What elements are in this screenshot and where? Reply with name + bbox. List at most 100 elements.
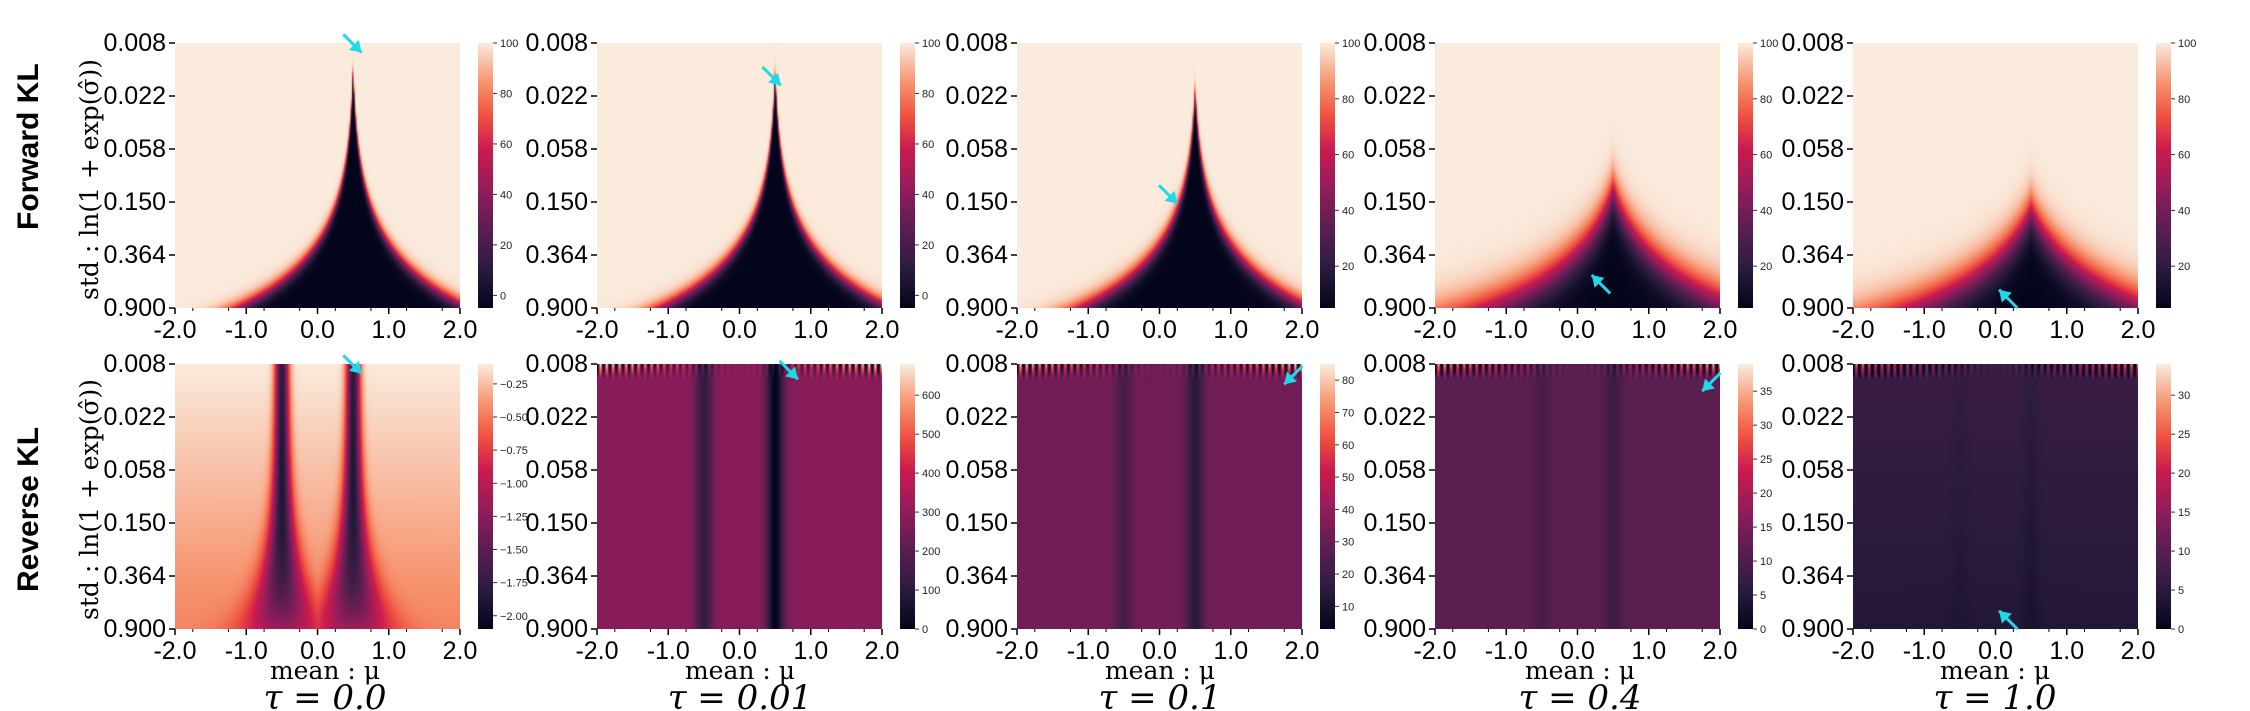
x-tick-label: 2.0	[1285, 316, 1320, 344]
x-tick-label: -1.0	[647, 637, 690, 665]
y-tick-label: 0.008	[525, 29, 588, 57]
colorbar-tick-label: 0	[922, 290, 928, 302]
colorbar	[2156, 43, 2171, 308]
heatmap-image	[1017, 364, 1302, 629]
x-tick-label: 1.0	[371, 316, 406, 344]
y-tick-label: 0.900	[945, 294, 1008, 322]
x-axis-label-col2: mean : μ	[1105, 656, 1215, 685]
x-axis-label-col4: mean : μ	[1940, 656, 2050, 685]
colorbar-tick-label: 20	[1342, 569, 1354, 581]
colorbar	[900, 43, 915, 308]
colorbar	[478, 364, 493, 629]
arrow-head	[1164, 190, 1178, 204]
arrow-head	[1702, 378, 1715, 392]
colorbar-tick-label: 70	[1342, 407, 1354, 419]
x-tick-label: 2.0	[1703, 316, 1738, 344]
panels-group: 0.008 0.022 0.058 0.150 0.364 0.900 -2.0 -1.0 0.…	[103, 29, 2196, 665]
colorbar-tick-label: 5	[1760, 590, 1766, 602]
y-tick-label: 0.150	[945, 188, 1008, 216]
x-tick-label: -1.0	[1903, 316, 1946, 344]
heatmap-image	[597, 364, 882, 629]
y-tick-label: 0.900	[1363, 615, 1426, 643]
y-tick-label: 0.008	[103, 350, 166, 378]
colorbar-tick-label: −2.00	[500, 611, 528, 623]
heatmap-image	[1017, 43, 1302, 308]
panel-0-3: 0.008 0.022 0.058 0.150 0.364 0.900-2.0 -1.0 0.…	[1363, 29, 1778, 344]
x-tick-label: 2.0	[443, 316, 478, 344]
x-tick-label: -1.0	[1067, 316, 1110, 344]
x-tick-label: -2.0	[153, 316, 196, 344]
colorbar	[1320, 43, 1335, 308]
y-tick-label: 0.364	[103, 562, 166, 590]
y-tick-label: 0.364	[1781, 562, 1844, 590]
colorbar-tick-label: 40	[500, 189, 512, 201]
x-tick-label: 0.0	[1560, 637, 1595, 665]
y-tick-label: 0.022	[1781, 403, 1844, 431]
x-tick-label: 1.0	[2049, 316, 2084, 344]
y-tick-label: 0.058	[945, 456, 1008, 484]
colorbar-tick-label: 35	[1760, 386, 1772, 398]
arrow-head	[348, 360, 362, 374]
x-tick-label: 0.0	[1142, 316, 1177, 344]
x-tick-label: -1.0	[1485, 637, 1528, 665]
y-tick-label: 0.058	[525, 456, 588, 484]
colorbar-tick-label: 30	[1760, 420, 1772, 432]
colorbar-tick-label: 200	[922, 546, 940, 558]
colorbar-tick-label: 100	[1342, 38, 1360, 50]
colorbar-tick-label: 30	[2178, 390, 2190, 402]
y-tick-label: 0.022	[1781, 82, 1844, 110]
x-tick-label: -1.0	[225, 316, 268, 344]
colorbar-tick-label: 0	[2178, 624, 2184, 636]
colorbar-tick-label: −1.00	[500, 478, 528, 490]
x-tick-label: 1.0	[1631, 637, 1666, 665]
colorbar-tick-label: 100	[500, 38, 518, 50]
x-tick-label: 2.0	[2121, 637, 2156, 665]
colorbar-tick-label: 80	[1760, 94, 1772, 106]
y-tick-label: 0.058	[1363, 456, 1426, 484]
y-tick-label: 0.008	[945, 29, 1008, 57]
colorbar	[2156, 364, 2171, 629]
colorbar	[1320, 364, 1335, 629]
y-tick-label: 0.008	[525, 350, 588, 378]
colorbar-tick-label: 60	[922, 139, 934, 151]
heatmap-image	[1435, 364, 1720, 629]
heatmap-image	[175, 364, 460, 629]
colorbar-tick-label: 0	[1760, 624, 1766, 636]
colorbar-tick-label: 100	[922, 585, 940, 597]
tau-label-col0: τ = 0.0	[264, 678, 387, 711]
y-tick-label: 0.900	[103, 615, 166, 643]
x-tick-label: 1.0	[1213, 637, 1248, 665]
y-tick-label: 0.900	[1781, 615, 1844, 643]
colorbar-tick-label: −0.75	[500, 445, 528, 457]
x-tick-label: 1.0	[371, 637, 406, 665]
panel-1-0: 0.008 0.022 0.058 0.150 0.364 0.900-2.0 -1.0 0.…	[103, 350, 527, 665]
x-tick-label: -1.0	[647, 316, 690, 344]
colorbar-tick-label: 20	[922, 240, 934, 252]
x-tick-label: 1.0	[793, 316, 828, 344]
y-tick-label: 0.900	[1781, 294, 1844, 322]
y-tick-label: 0.364	[525, 562, 588, 590]
y-tick-label: 0.022	[103, 403, 166, 431]
colorbar-tick-label: −1.75	[500, 578, 528, 590]
colorbar-tick-label: 15	[2178, 507, 2190, 519]
tau-label-col1: τ = 0.01	[668, 678, 813, 711]
x-tick-label: 0.0	[300, 316, 335, 344]
colorbar-tick-label: 80	[1342, 94, 1354, 106]
y-tick-label: 0.900	[945, 615, 1008, 643]
colorbar	[1738, 364, 1753, 629]
x-axis-label-col3: mean : μ	[1525, 656, 1635, 685]
y-tick-label: 0.364	[945, 241, 1008, 269]
colorbar-tick-label: 80	[922, 88, 934, 100]
y-tick-label: 0.022	[1363, 82, 1426, 110]
y-tick-label: 0.364	[945, 562, 1008, 590]
y-tick-label: 0.008	[1781, 350, 1844, 378]
y-tick-label: 0.150	[1781, 509, 1844, 537]
colorbar-tick-label: 500	[922, 429, 940, 441]
x-tick-label: 2.0	[443, 637, 478, 665]
y-tick-label: 0.150	[1363, 188, 1426, 216]
arrow-head	[785, 366, 798, 380]
x-tick-label: 0.0	[722, 316, 757, 344]
heatmap-image	[597, 43, 882, 308]
colorbar-tick-label: 40	[922, 189, 934, 201]
